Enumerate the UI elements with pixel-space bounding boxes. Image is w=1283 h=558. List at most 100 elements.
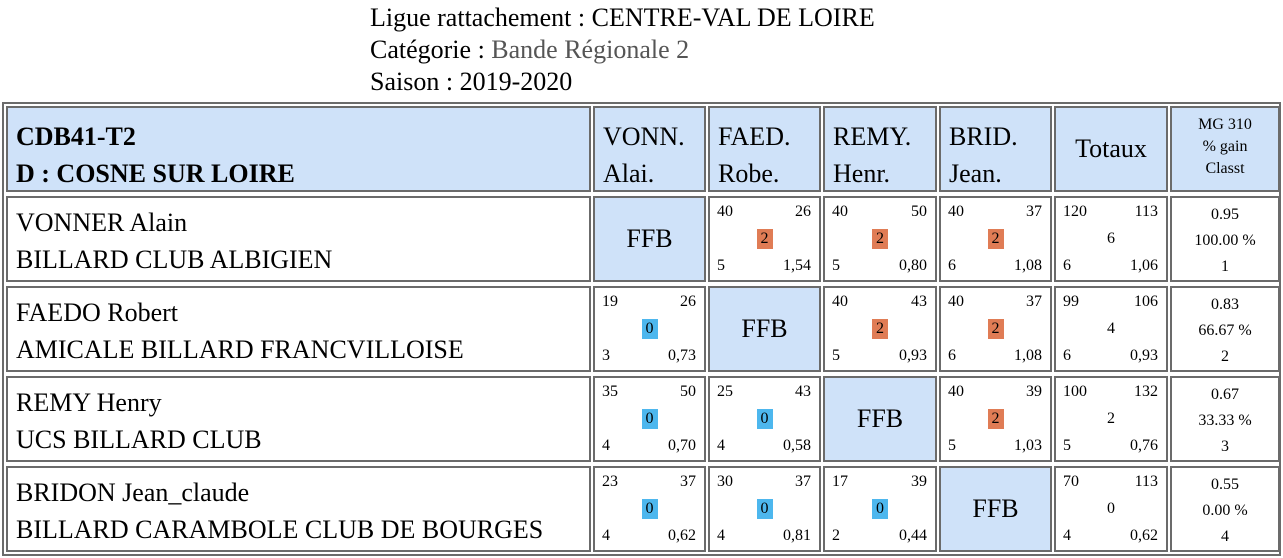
match-score-cell: 23 37 0 4 0,62 bbox=[593, 466, 706, 552]
match-points: 40 bbox=[832, 203, 848, 220]
team-place: D : COSNE SUR LOIRE bbox=[16, 159, 295, 188]
match-opponent-points: 39 bbox=[1026, 383, 1042, 400]
match-innings: 6 bbox=[948, 257, 956, 274]
match-result-badge: 2 bbox=[987, 229, 1004, 249]
match-average: 0,93 bbox=[899, 347, 927, 364]
opponent-short-name: BRID. bbox=[949, 122, 1018, 151]
opponent-header-1: VONN. Alai. bbox=[593, 106, 706, 192]
gain-value: 66.67 % bbox=[1198, 322, 1252, 339]
match-innings: 3 bbox=[602, 347, 610, 364]
match-points: 40 bbox=[948, 383, 964, 400]
player-club: UCS BILLARD CLUB bbox=[16, 425, 262, 454]
match-points: 35 bbox=[602, 383, 618, 400]
total-opponent-points: 113 bbox=[1134, 473, 1158, 490]
classt-value: 3 bbox=[1221, 438, 1229, 455]
match-average: 1,54 bbox=[783, 257, 811, 274]
player-name: REMY Henry bbox=[16, 388, 162, 417]
total-opponent-points: 106 bbox=[1134, 293, 1158, 310]
player-cell: FAEDO Robert AMICALE BILLARD FRANCVILLOIS… bbox=[6, 286, 591, 372]
match-opponent-points: 50 bbox=[680, 383, 696, 400]
match-innings: 4 bbox=[602, 527, 610, 544]
totals-cell: 70 113 0 4 0,62 bbox=[1054, 466, 1168, 552]
match-score-cell: 40 26 2 5 1,54 bbox=[708, 196, 821, 282]
categorie-value: Bande Régionale 2 bbox=[491, 35, 690, 64]
match-opponent-points: 37 bbox=[1026, 293, 1042, 310]
match-opponent-points: 39 bbox=[911, 473, 927, 490]
opponent-header-4: BRID. Jean. bbox=[939, 106, 1052, 192]
match-innings: 4 bbox=[717, 527, 725, 544]
mg-value: 0.67 bbox=[1211, 386, 1239, 403]
match-average: 0,81 bbox=[783, 527, 811, 544]
total-average: 0,62 bbox=[1130, 527, 1158, 544]
totals-cell: 99 106 4 6 0,93 bbox=[1054, 286, 1168, 372]
match-score-cell: 40 50 2 5 0,80 bbox=[823, 196, 937, 282]
totals-cell: 120 113 6 6 1,06 bbox=[1054, 196, 1168, 282]
match-result-badge: 0 bbox=[756, 409, 773, 429]
opponent-short-firstname: Alai. bbox=[603, 159, 655, 188]
match-opponent-points: 37 bbox=[795, 473, 811, 490]
ffb-label: FFB bbox=[741, 314, 788, 343]
opponent-header-3: REMY. Henr. bbox=[823, 106, 937, 192]
team-header-cell: CDB41-T2 D : COSNE SUR LOIRE bbox=[6, 106, 591, 192]
total-match-points: 2 bbox=[1107, 410, 1115, 427]
match-result-badge: 2 bbox=[872, 229, 888, 249]
total-opponent-points: 132 bbox=[1134, 383, 1158, 400]
competition-header: Ligue rattachement : CENTRE-VAL DE LOIRE… bbox=[370, 2, 875, 98]
gain-value: 33.33 % bbox=[1198, 412, 1252, 429]
match-score-cell: 40 37 2 6 1,08 bbox=[939, 196, 1052, 282]
total-points: 100 bbox=[1063, 383, 1087, 400]
match-points: 40 bbox=[948, 293, 964, 310]
player-club: BILLARD CARAMBOLE CLUB DE BOURGES bbox=[16, 515, 544, 544]
total-average: 0,93 bbox=[1130, 347, 1158, 364]
match-opponent-points: 43 bbox=[911, 293, 927, 310]
total-points: 99 bbox=[1063, 293, 1079, 310]
match-average: 0,73 bbox=[668, 347, 696, 364]
opponent-short-name: REMY. bbox=[833, 122, 912, 151]
match-innings: 5 bbox=[832, 257, 840, 274]
match-opponent-points: 50 bbox=[911, 203, 927, 220]
opponent-short-firstname: Henr. bbox=[833, 159, 891, 188]
total-average: 1,06 bbox=[1130, 257, 1158, 274]
total-average: 0,76 bbox=[1130, 437, 1158, 454]
match-average: 0,62 bbox=[668, 527, 696, 544]
saison-line: Saison : 2019-2020 bbox=[370, 66, 875, 98]
total-match-points: 6 bbox=[1107, 230, 1115, 247]
match-score-cell: 40 43 2 5 0,93 bbox=[823, 286, 937, 372]
mg-value: 0.55 bbox=[1211, 476, 1239, 493]
total-match-points: 0 bbox=[1107, 500, 1115, 517]
match-average: 1,08 bbox=[1014, 257, 1042, 274]
match-opponent-points: 37 bbox=[680, 473, 696, 490]
match-points: 40 bbox=[948, 203, 964, 220]
match-average: 0,70 bbox=[668, 437, 696, 454]
player-cell: VONNER Alain BILLARD CLUB ALBIGIEN bbox=[6, 196, 591, 282]
player-club: BILLARD CLUB ALBIGIEN bbox=[16, 245, 333, 274]
match-score-cell: 17 39 0 2 0,44 bbox=[823, 466, 937, 552]
match-innings: 4 bbox=[602, 437, 610, 454]
self-match-cell: FFB bbox=[939, 466, 1052, 552]
total-innings: 4 bbox=[1063, 527, 1071, 544]
match-score-cell: 35 50 0 4 0,70 bbox=[593, 376, 706, 462]
ffb-label: FFB bbox=[856, 404, 904, 433]
match-innings: 2 bbox=[832, 527, 840, 544]
opponent-short-firstname: Robe. bbox=[718, 159, 780, 188]
match-opponent-points: 43 bbox=[795, 383, 811, 400]
player-name: VONNER Alain bbox=[16, 208, 188, 237]
match-innings: 6 bbox=[948, 347, 956, 364]
gain-value: 100.00 % bbox=[1194, 232, 1256, 249]
match-points: 40 bbox=[717, 203, 733, 220]
match-average: 0,44 bbox=[899, 527, 927, 544]
categorie-label: Catégorie : bbox=[370, 35, 485, 64]
match-average: 1,03 bbox=[1014, 437, 1042, 454]
match-points: 40 bbox=[832, 293, 848, 310]
match-innings: 5 bbox=[832, 347, 840, 364]
saison-label: Saison : bbox=[370, 67, 454, 96]
match-opponent-points: 26 bbox=[795, 203, 811, 220]
totals-header: Totaux bbox=[1054, 106, 1168, 192]
match-result-badge: 2 bbox=[756, 229, 773, 249]
total-innings: 6 bbox=[1063, 257, 1071, 274]
player-club: AMICALE BILLARD FRANCVILLOISE bbox=[16, 335, 464, 364]
match-average: 0,58 bbox=[783, 437, 811, 454]
match-innings: 5 bbox=[717, 257, 725, 274]
match-result-badge: 0 bbox=[641, 409, 658, 429]
ffb-label: FFB bbox=[626, 224, 673, 253]
